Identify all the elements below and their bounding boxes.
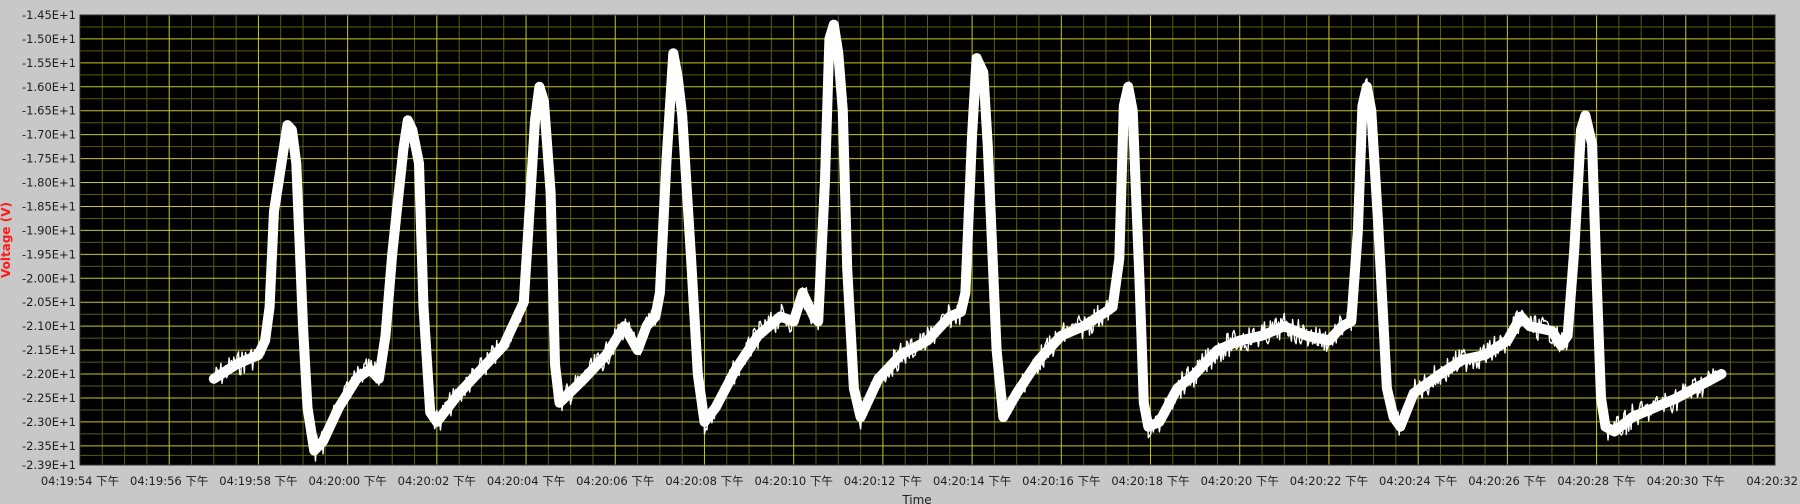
y-axis-title: Voltage (V) — [0, 202, 13, 278]
x-tick-label: 04:20:20 下午 — [1201, 474, 1279, 488]
y-tick-label: -2.10E+1 — [22, 319, 76, 333]
x-tick-label: 04:20:08 下午 — [665, 474, 743, 488]
y-tick-label: -2.00E+1 — [22, 271, 76, 285]
x-tick-label: 04:20:16 下午 — [1022, 474, 1100, 488]
x-tick-label: 04:20:18 下午 — [1111, 474, 1189, 488]
y-tick-label: -2.35E+1 — [22, 439, 76, 453]
x-tick-label: 04:20:28 下午 — [1557, 474, 1635, 488]
x-tick-label: 04:20:00 下午 — [308, 474, 386, 488]
y-tick-label: -2.25E+1 — [22, 391, 76, 405]
y-tick-label: -1.85E+1 — [22, 199, 76, 213]
x-tick-label: 04:20:14 下午 — [933, 474, 1011, 488]
y-tick-label: -1.95E+1 — [22, 247, 76, 261]
y-tick-label: -2.30E+1 — [22, 415, 76, 429]
x-tick-label: 04:20:10 下午 — [755, 474, 833, 488]
y-tick-label: -1.75E+1 — [22, 152, 76, 166]
y-tick-label: -1.80E+1 — [22, 176, 76, 190]
x-tick-label: 04:20:24 下午 — [1379, 474, 1457, 488]
y-tick-label: -1.90E+1 — [22, 223, 76, 237]
x-tick-label: 04:19:54 下午 — [41, 474, 119, 488]
x-tick-label: 04:20:04 下午 — [487, 474, 565, 488]
y-tick-label: -1.65E+1 — [22, 104, 76, 118]
x-tick-label: 04:19:56 下午 — [130, 474, 208, 488]
x-tick-label: 04:20:30 下午 — [1647, 474, 1725, 488]
plot-border — [79, 14, 1776, 466]
y-tick-label: -1.50E+1 — [22, 32, 76, 46]
y-tick-label: -2.20E+1 — [22, 367, 76, 381]
x-axis-title: Time — [901, 493, 931, 504]
y-tick-label: -1.60E+1 — [22, 80, 76, 94]
x-tick-label: 04:20:32 — [1746, 474, 1798, 488]
x-tick-label: 04:19:58 下午 — [219, 474, 297, 488]
y-tick-label: -1.70E+1 — [22, 128, 76, 142]
x-tick-label: 04:20:22 下午 — [1290, 474, 1368, 488]
y-tick-label: -2.05E+1 — [22, 295, 76, 309]
y-tick-label: -2.15E+1 — [22, 343, 76, 357]
voltage-trace — [208, 19, 1727, 456]
x-tick-label: 04:20:02 下午 — [398, 474, 476, 488]
minor-grid — [80, 15, 1775, 465]
x-tick-label: 04:20:26 下午 — [1468, 474, 1546, 488]
y-tick-label: -2.39E+1 — [22, 458, 76, 472]
y-tick-label: -1.45E+1 — [22, 8, 76, 22]
x-tick-label: 04:20:06 下午 — [576, 474, 654, 488]
x-tick-label: 04:20:12 下午 — [844, 474, 922, 488]
y-tick-label: -1.55E+1 — [22, 56, 76, 70]
